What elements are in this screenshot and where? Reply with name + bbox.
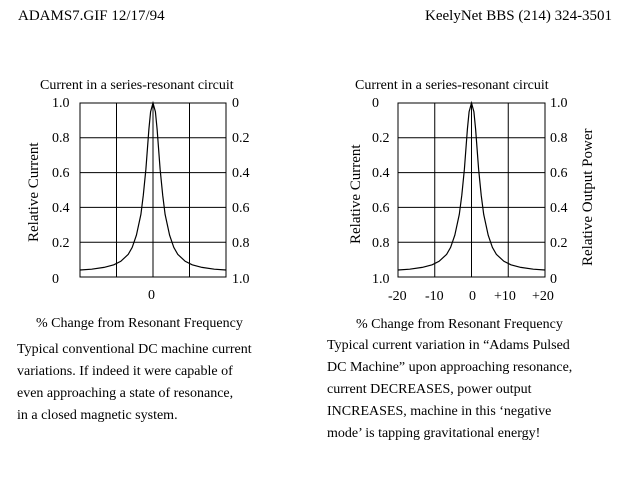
chart-1-ytick-right: 0 bbox=[232, 96, 239, 111]
caption-line: DC Machine” upon approaching resonance, bbox=[327, 360, 573, 375]
header-right: KeelyNet BBS (214) 324-3501 bbox=[425, 8, 613, 24]
chart-2-plot bbox=[397, 100, 546, 278]
chart-2-ytick-left: 0.8 bbox=[372, 236, 390, 251]
chart-2-title: Current in a series-resonant circuit bbox=[355, 78, 549, 93]
caption-line: current DECREASES, power output bbox=[327, 382, 532, 397]
caption-line: Typical current variation in “Adams Puls… bbox=[327, 338, 570, 353]
series-line bbox=[397, 100, 546, 271]
chart-1-ytick-left: 0.4 bbox=[52, 201, 70, 216]
chart-1-ytick-right: 0.6 bbox=[232, 201, 250, 216]
chart-2-ytick-left: 0.4 bbox=[372, 166, 390, 181]
chart-1-xlabel: % Change from Resonant Frequency bbox=[36, 316, 243, 331]
chart-2-ytick-left: 1.0 bbox=[372, 272, 390, 287]
chart-2-ytick-right: 0.4 bbox=[550, 201, 568, 216]
chart-1-xtick: 0 bbox=[148, 288, 155, 303]
caption-line: mode’ is tapping gravitational energy! bbox=[327, 426, 541, 441]
chart-1-ytick-right: 0.8 bbox=[232, 236, 250, 251]
caption-line: in a closed magnetic system. bbox=[17, 408, 178, 423]
chart-2-ytick-right: 0.2 bbox=[550, 236, 568, 251]
header-left: ADAMS7.GIF 12/17/94 bbox=[18, 8, 165, 24]
chart-2-ytick-left: 0 bbox=[372, 96, 379, 111]
chart-2-ytick-right: 0 bbox=[550, 272, 557, 287]
chart-2-caption: Typical current variation in “Adams Puls… bbox=[327, 335, 572, 445]
series-line bbox=[79, 100, 227, 271]
caption-line: INCREASES, machine in this ‘negative bbox=[327, 404, 552, 419]
chart-2-xlabel: % Change from Resonant Frequency bbox=[356, 317, 563, 332]
chart-2-ytick-right: 1.0 bbox=[550, 96, 568, 111]
caption-line: even approaching a state of resonance, bbox=[17, 386, 234, 401]
chart-1-plot bbox=[79, 100, 227, 278]
chart-1-ytick-left: 1.0 bbox=[52, 96, 70, 111]
chart-1-ytick-right: 0.2 bbox=[232, 131, 250, 146]
chart-2-ytick-right: 0.6 bbox=[550, 166, 568, 181]
chart-2-ytick-left: 0.2 bbox=[372, 131, 390, 146]
chart-2-xtick: +10 bbox=[494, 289, 516, 304]
chart-2-xtick: -20 bbox=[388, 289, 407, 304]
caption-line: variations. If indeed it were capable of bbox=[17, 364, 233, 379]
chart-1-ytick-right: 1.0 bbox=[232, 272, 250, 287]
chart-2-ytick-right: 0.8 bbox=[550, 131, 568, 146]
caption-line: Typical conventional DC machine current bbox=[17, 342, 252, 357]
chart-1-caption: Typical conventional DC machine current … bbox=[17, 339, 252, 427]
chart-1-ytick-left: 0.2 bbox=[52, 236, 70, 251]
chart-2-ytick-left: 0.6 bbox=[372, 201, 390, 216]
chart-1-ytick-left: 0.6 bbox=[52, 166, 70, 181]
chart-1-ytick-left: 0 bbox=[52, 272, 59, 287]
chart-1-ytick-right: 0.4 bbox=[232, 166, 250, 181]
chart-1-title: Current in a series-resonant circuit bbox=[40, 78, 234, 93]
chart-1-ytick-left: 0.8 bbox=[52, 131, 70, 146]
chart-2-xtick: 0 bbox=[469, 289, 476, 304]
chart-2-xtick: +20 bbox=[532, 289, 554, 304]
chart-2-xtick: -10 bbox=[425, 289, 444, 304]
